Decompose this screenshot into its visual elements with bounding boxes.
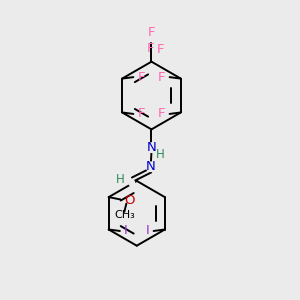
Text: F: F	[146, 42, 154, 55]
Text: F: F	[137, 70, 145, 84]
Circle shape	[147, 143, 156, 152]
Circle shape	[146, 162, 156, 172]
Text: N: N	[147, 141, 156, 154]
Text: F: F	[148, 26, 155, 39]
Text: O: O	[124, 194, 135, 207]
Text: H: H	[116, 173, 124, 186]
Text: F: F	[158, 70, 166, 84]
Text: I: I	[124, 224, 128, 238]
Text: I: I	[146, 224, 149, 238]
Circle shape	[129, 180, 135, 186]
Text: H: H	[156, 148, 165, 160]
Text: F: F	[157, 43, 164, 56]
Text: CH₃: CH₃	[114, 210, 135, 220]
Text: F: F	[158, 107, 166, 120]
Text: F: F	[137, 107, 145, 120]
Text: N: N	[146, 160, 156, 173]
